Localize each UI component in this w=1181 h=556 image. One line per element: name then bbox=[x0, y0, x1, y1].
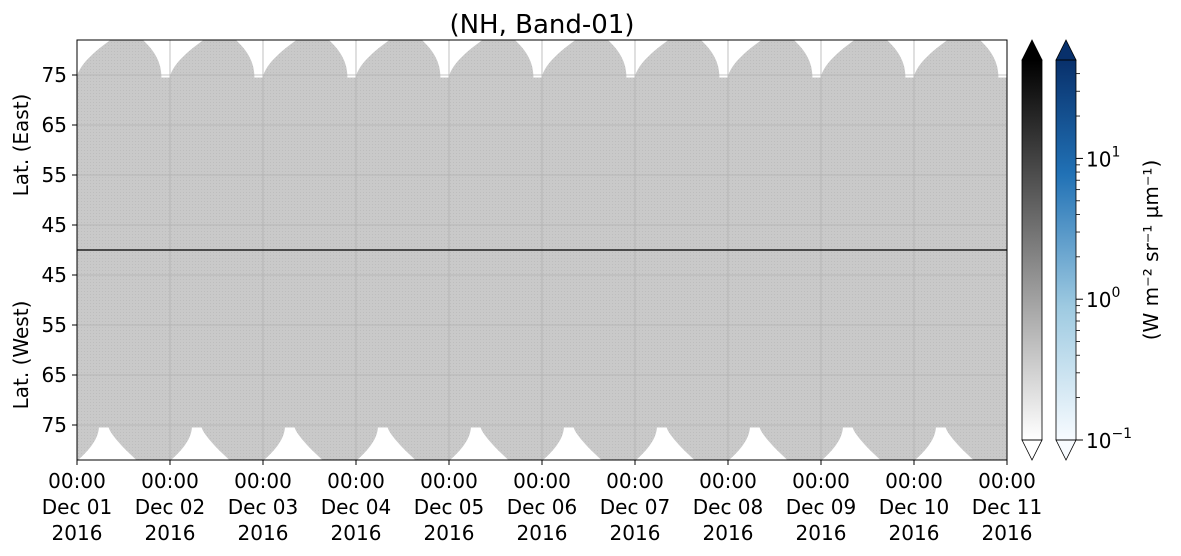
colorbar-gray bbox=[1021, 39, 1043, 461]
colorbar-gray-frame bbox=[1021, 59, 1043, 441]
swath-gap-east bbox=[235, 40, 297, 78]
x-tick-label: 00:00 Dec 09 2016 bbox=[786, 469, 857, 545]
y-tick-label: 75 bbox=[42, 413, 67, 437]
colorbar-blue-extend-bottom bbox=[1055, 439, 1077, 461]
y-tick-label: 45 bbox=[42, 213, 67, 237]
y-tick-label: 55 bbox=[42, 313, 67, 337]
x-tick-label: 00:00 Dec 03 2016 bbox=[228, 469, 299, 545]
y-tick-label: 65 bbox=[42, 113, 67, 137]
swath-gap-west bbox=[914, 427, 974, 460]
swath-gap-east bbox=[700, 40, 762, 78]
x-tick-label: 00:00 Dec 11 2016 bbox=[972, 469, 1043, 545]
colorbar-tick-label: 10−1 bbox=[1086, 426, 1132, 453]
y-tick-label: 55 bbox=[42, 163, 67, 187]
swath-gap-west bbox=[542, 427, 602, 460]
colorbar-gray-extend-top bbox=[1021, 39, 1043, 61]
colorbar-blue-frame bbox=[1055, 59, 1077, 441]
swath-gap-west bbox=[821, 427, 881, 460]
swath-gap-west bbox=[263, 427, 323, 460]
colorbar-tick-label: 101 bbox=[1086, 144, 1120, 171]
y-tick-label: 65 bbox=[42, 363, 67, 387]
x-tick-label: 00:00 Dec 08 2016 bbox=[693, 469, 764, 545]
colorbar-gray-extend-bottom bbox=[1021, 439, 1043, 461]
swath-gap-east bbox=[142, 40, 204, 78]
colorbar-label: (W m⁻² sr⁻¹ µm⁻¹) bbox=[1139, 160, 1163, 341]
x-tick-label: 00:00 Dec 07 2016 bbox=[600, 469, 671, 545]
x-tick-label: 00:00 Dec 05 2016 bbox=[414, 469, 485, 545]
colorbar-blue-extend-top bbox=[1055, 39, 1077, 61]
panel-west: 75 65 55 45 Lat. (West) bbox=[9, 250, 1008, 460]
swath-gap-west bbox=[77, 427, 137, 460]
swath-gap-east bbox=[979, 40, 1007, 78]
swath-gap-west bbox=[635, 427, 695, 460]
x-tick-label: 00:00 Dec 04 2016 bbox=[321, 469, 392, 545]
colorbar-blue bbox=[1055, 39, 1077, 461]
x-tick-label: 00:00 Dec 01 2016 bbox=[42, 469, 113, 545]
swath-gap-west bbox=[170, 427, 230, 460]
x-tick-label: 00:00 Dec 02 2016 bbox=[135, 469, 206, 545]
colorbar-gray-body bbox=[1022, 60, 1042, 440]
swath-gap-east bbox=[514, 40, 576, 78]
panel-east: 45 55 65 75 Lat. (East) bbox=[9, 40, 1008, 250]
west-y-axis-label: Lat. (West) bbox=[9, 301, 33, 410]
y-tick-label: 75 bbox=[42, 63, 67, 87]
swath-gap-west bbox=[356, 427, 416, 460]
swath-gap-east bbox=[886, 40, 948, 78]
swath-gap-west bbox=[449, 427, 509, 460]
swath-gap-east bbox=[77, 40, 111, 78]
swath-gap-east bbox=[793, 40, 855, 78]
chart-title: (NH, Band-01) bbox=[449, 10, 634, 40]
colorbar-blue-body bbox=[1056, 60, 1076, 440]
x-tick-label: 00:00 Dec 10 2016 bbox=[879, 469, 950, 545]
swath-gap-east bbox=[607, 40, 669, 78]
y-tick-label: 45 bbox=[42, 263, 67, 287]
colorbar-tick-label: 100 bbox=[1086, 285, 1120, 312]
swath-gap-west bbox=[728, 427, 788, 460]
swath-gap-east bbox=[421, 40, 483, 78]
x-tick-label: 00:00 Dec 06 2016 bbox=[507, 469, 578, 545]
east-y-axis-label: Lat. (East) bbox=[9, 94, 33, 197]
swath-gap-east bbox=[328, 40, 390, 78]
